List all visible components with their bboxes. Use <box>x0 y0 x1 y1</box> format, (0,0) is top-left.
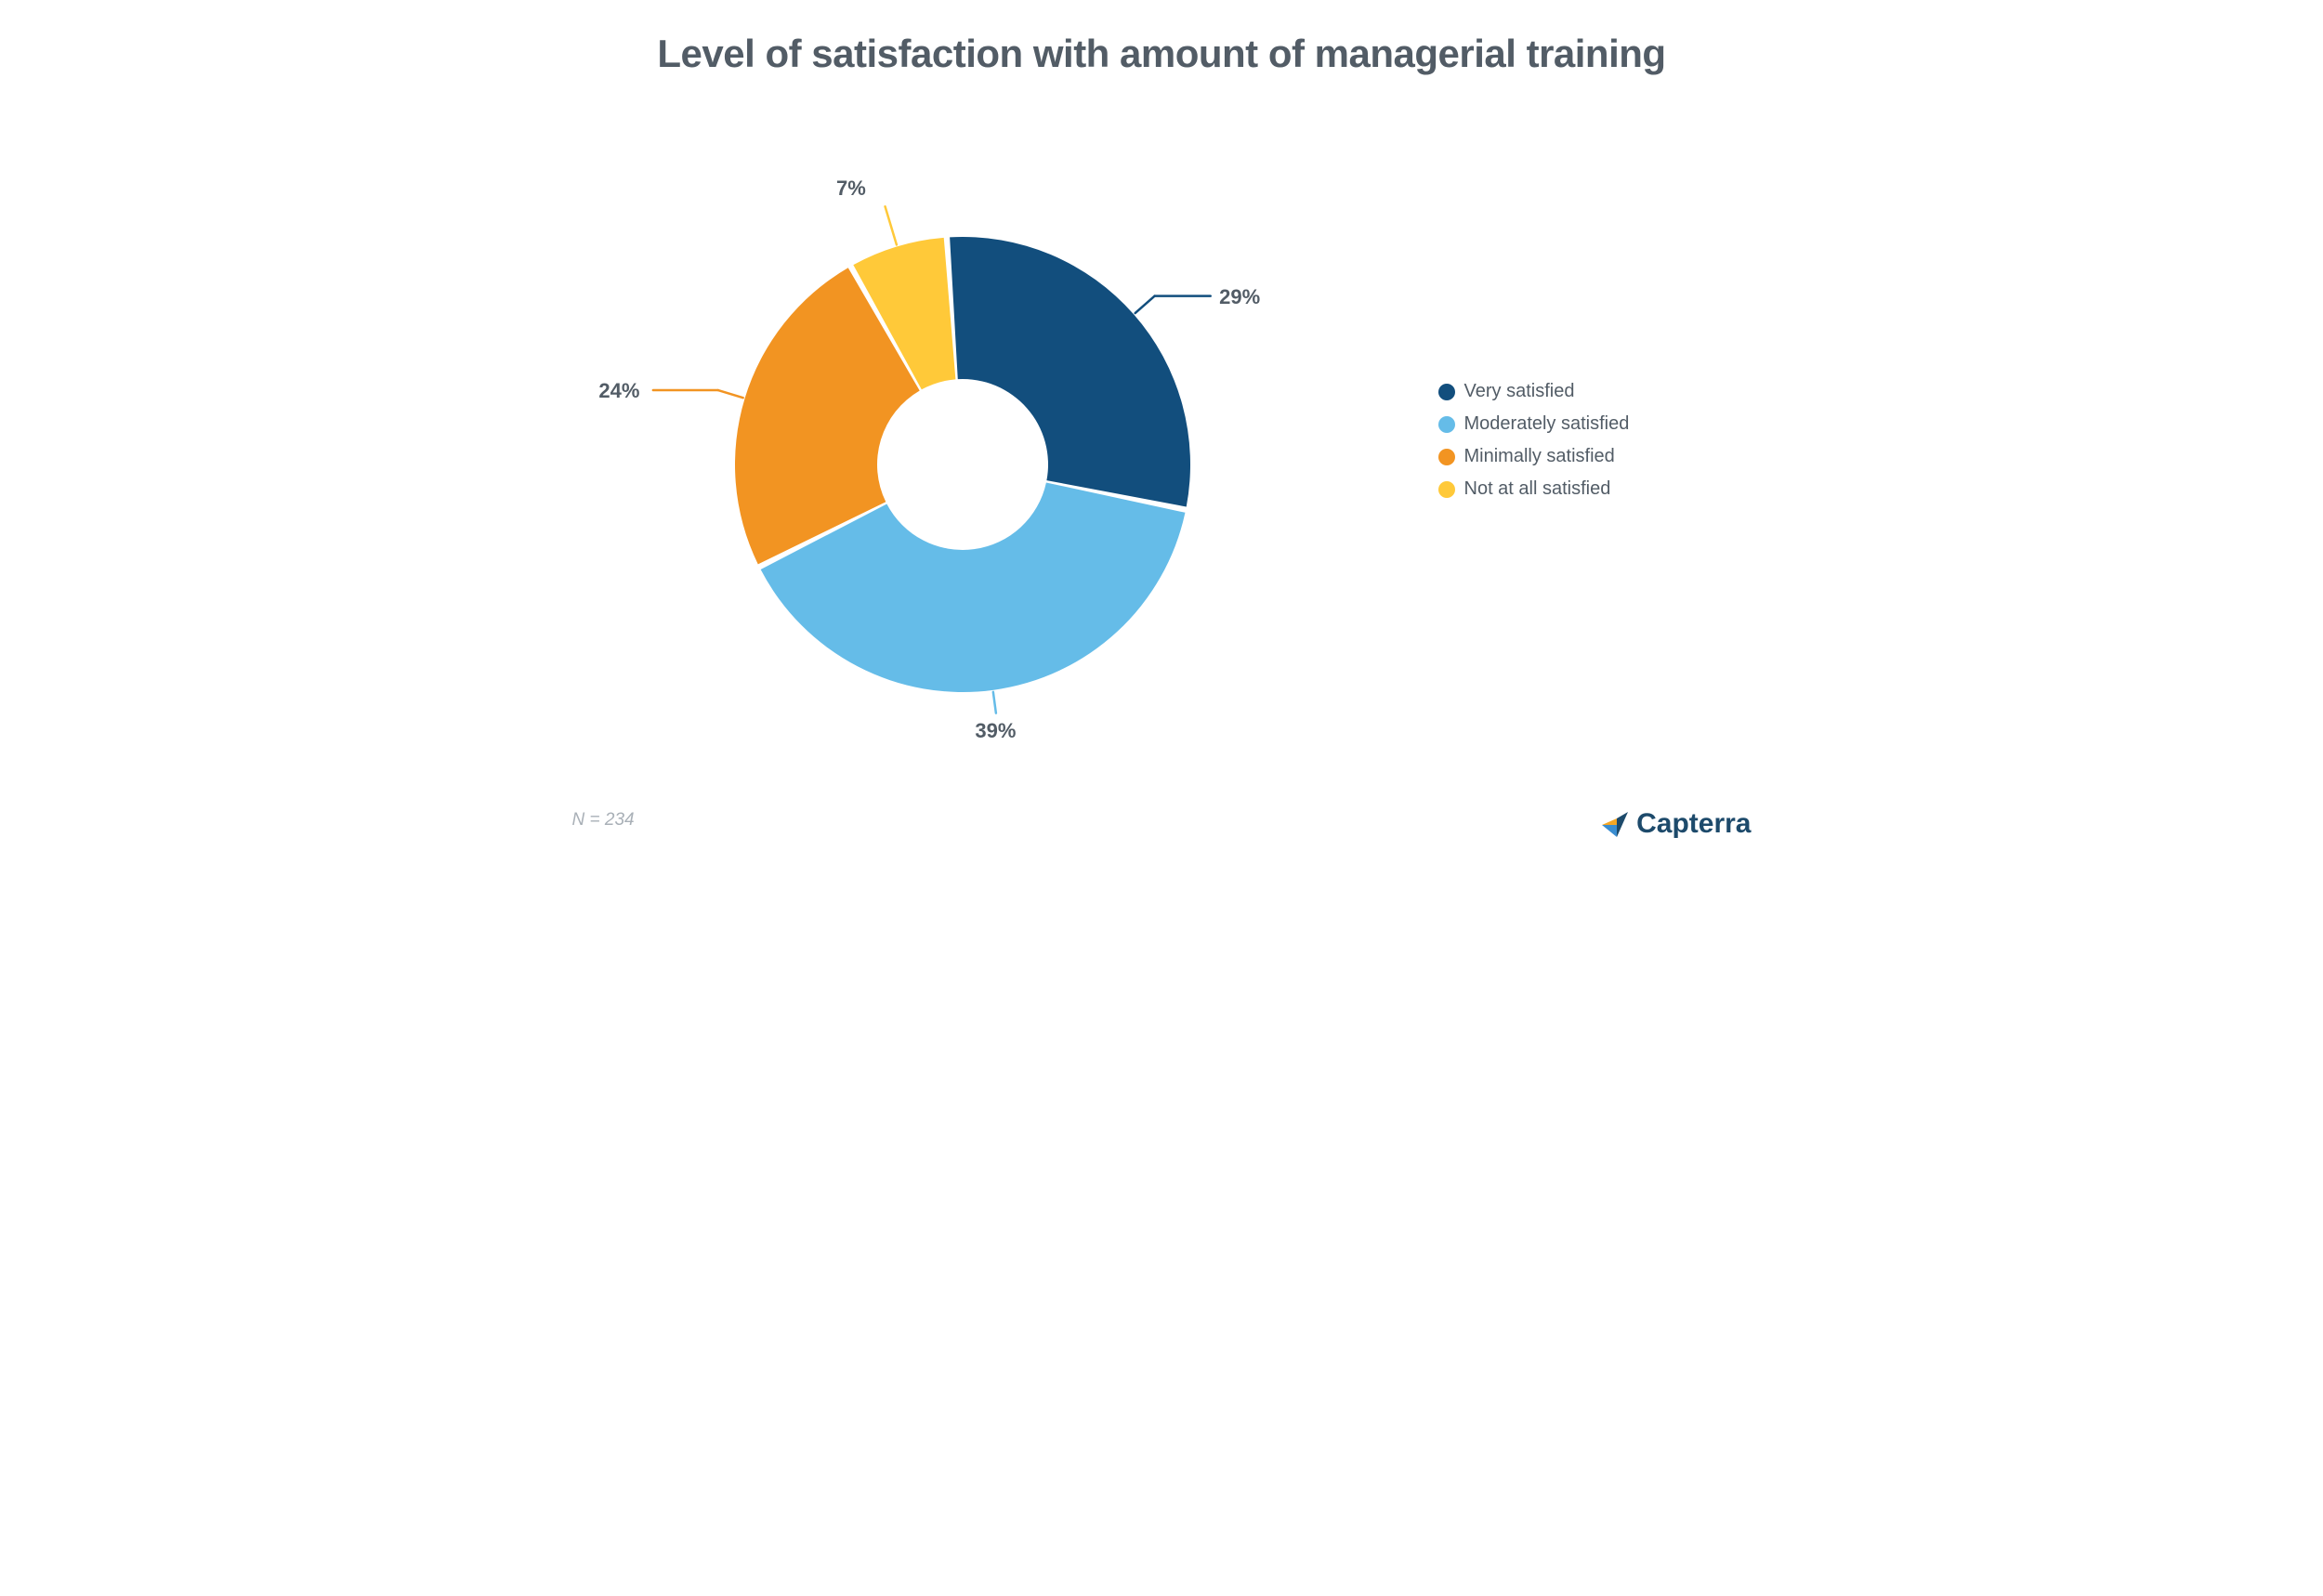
legend-item: Not at all satisfied <box>1438 478 1630 500</box>
legend-label: Minimally satisfied <box>1464 446 1615 467</box>
legend-item: Very satisfied <box>1438 381 1630 402</box>
legend-swatch <box>1438 384 1455 400</box>
leader-line <box>717 390 742 398</box>
legend-swatch <box>1438 449 1455 465</box>
sample-size: N = 234 <box>572 810 635 831</box>
slice-pct-label: 7% <box>836 177 866 201</box>
donut-slice <box>950 237 1190 507</box>
slice-pct-label: 29% <box>1219 285 1260 309</box>
brand-logo: Capterra <box>1601 808 1751 840</box>
legend-item: Moderately satisfied <box>1438 413 1630 435</box>
leader-line <box>885 206 896 244</box>
legend-label: Very satisfied <box>1464 381 1575 402</box>
legend-item: Minimally satisfied <box>1438 446 1630 467</box>
leader-line <box>1135 296 1154 313</box>
legend: Very satisfied Moderately satisfied Minima… <box>1438 381 1630 500</box>
slice-pct-label: 39% <box>975 719 1016 743</box>
legend-label: Moderately satisfied <box>1464 413 1630 435</box>
chart-card: Level of satisfaction with amount of man… <box>528 0 1796 871</box>
legend-swatch <box>1438 416 1455 433</box>
slice-pct-label: 24% <box>598 379 639 403</box>
capterra-icon <box>1601 810 1629 838</box>
brand-name: Capterra <box>1636 808 1751 840</box>
legend-label: Not at all satisfied <box>1464 478 1611 500</box>
leader-line <box>992 692 995 713</box>
legend-swatch <box>1438 481 1455 498</box>
